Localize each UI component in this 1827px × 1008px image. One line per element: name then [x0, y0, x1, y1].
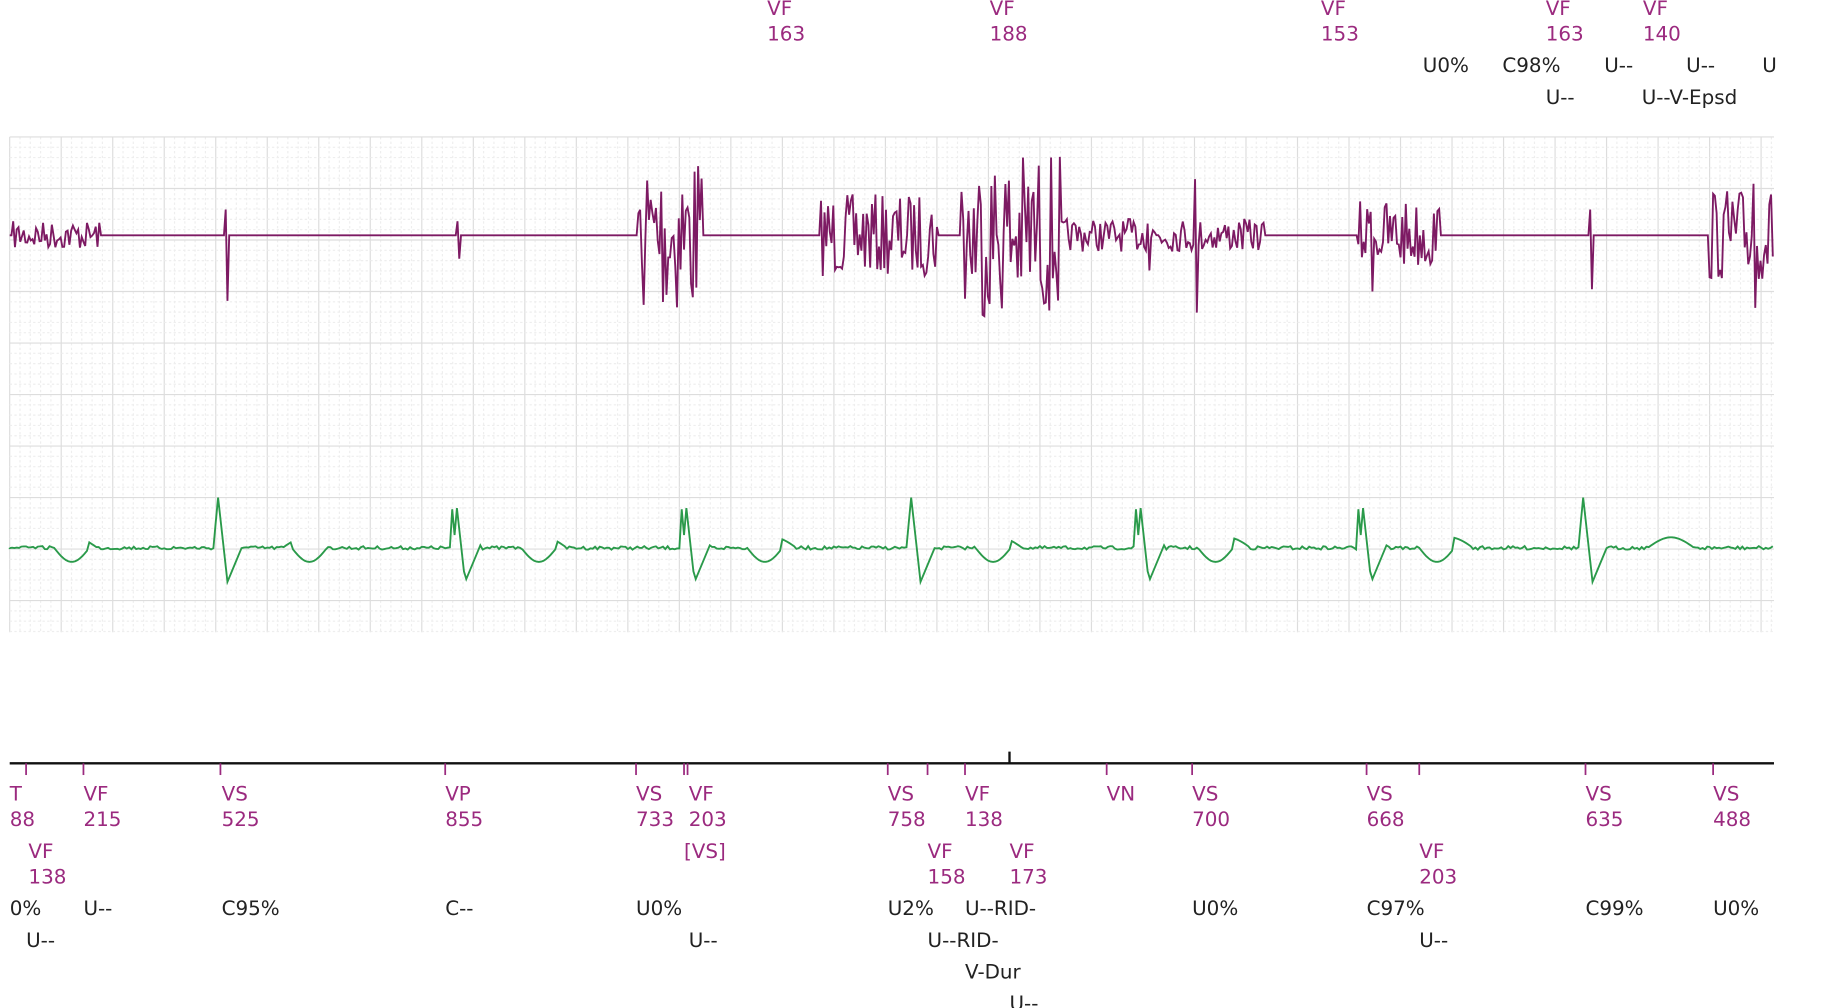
marker-interval: 173 — [1010, 866, 1048, 889]
surface-ecg — [8, 497, 1774, 586]
marker-label: VF — [83, 782, 108, 805]
marker-note: U-- — [689, 929, 718, 952]
marker-interval: 733 — [636, 808, 674, 831]
marker-interval: 203 — [1419, 866, 1457, 889]
marker-note: U0% — [1713, 897, 1759, 920]
annotations: VF 163 VF 188 VF 153 VF 163 VF 140 U0% C98% U-- U-- U U… — [9, 0, 1777, 1008]
marker-label: VS — [888, 782, 914, 805]
marker-note: U--V-Epsd — [1642, 86, 1738, 109]
marker-label: VS — [1713, 782, 1739, 805]
marker-note: U--RID- — [965, 897, 1036, 920]
marker-note: C98% — [1502, 54, 1560, 77]
grid — [9, 136, 1774, 633]
marker-interval: 855 — [445, 808, 483, 831]
marker-label: VF — [1643, 0, 1668, 20]
marker-label: VF — [28, 840, 53, 863]
marker-note: C97% — [1367, 897, 1425, 920]
marker-interval: 635 — [1586, 808, 1624, 831]
marker-label: VS — [222, 782, 248, 805]
marker-interval: 758 — [888, 808, 926, 831]
marker-interval: 138 — [28, 866, 66, 889]
marker-interval: 163 — [1546, 23, 1584, 46]
marker-interval: 488 — [1713, 808, 1751, 831]
marker-interval: 188 — [990, 23, 1028, 46]
marker-note: U--RID- — [928, 929, 999, 952]
marker-label: VF — [928, 840, 953, 863]
marker-interval: 138 — [965, 808, 1003, 831]
waveforms — [8, 156, 1774, 586]
marker-label: VS — [1586, 782, 1612, 805]
marker-note: C95% — [222, 897, 280, 920]
marker-label: VF — [965, 782, 990, 805]
marker-interval: 203 — [689, 808, 727, 831]
marker-label: VP — [445, 782, 471, 805]
marker-note: U0% — [1423, 54, 1469, 77]
marker-note: U2% — [888, 897, 934, 920]
marker-note: U-- — [1010, 992, 1039, 1008]
marker-label: T — [9, 782, 23, 805]
marker-label: VS — [636, 782, 662, 805]
marker-interval: 700 — [1192, 808, 1230, 831]
marker-interval: 163 — [767, 23, 805, 46]
marker-note: 0% — [10, 897, 42, 920]
marker-note: U-- — [1419, 929, 1448, 952]
marker-note: U-- — [83, 897, 112, 920]
marker-note: C-- — [445, 897, 473, 920]
marker-tag: [VS] — [684, 840, 726, 863]
marker-note: V-Dur — [965, 960, 1022, 983]
marker-interval: 215 — [83, 808, 121, 831]
marker-interval: 525 — [222, 808, 260, 831]
marker-label: VF — [1010, 840, 1035, 863]
marker-interval: 158 — [928, 866, 966, 889]
marker-label: VF — [767, 0, 792, 20]
marker-note: U0% — [636, 897, 682, 920]
marker-note: U0% — [1192, 897, 1238, 920]
marker-interval: 153 — [1321, 23, 1359, 46]
marker-label: VF — [1546, 0, 1571, 20]
marker-interval: 140 — [1643, 23, 1681, 46]
marker-note: C99% — [1586, 897, 1644, 920]
marker-interval: 88 — [10, 808, 35, 831]
marker-label: VS — [1367, 782, 1393, 805]
marker-note: U — [1762, 54, 1777, 77]
ventricular-egm — [9, 156, 1774, 318]
marker-note: U-- — [1604, 54, 1633, 77]
marker-label: VS — [1192, 782, 1218, 805]
marker-label: VF — [1419, 840, 1444, 863]
marker-note: U-- — [1686, 54, 1715, 77]
marker-label: VN — [1107, 782, 1136, 805]
marker-interval: 668 — [1367, 808, 1405, 831]
marker-label: VF — [689, 782, 714, 805]
marker-note: U-- — [26, 929, 55, 952]
marker-label: VF — [1321, 0, 1346, 20]
marker-note: U-- — [1546, 86, 1575, 109]
marker-label: VF — [990, 0, 1015, 20]
